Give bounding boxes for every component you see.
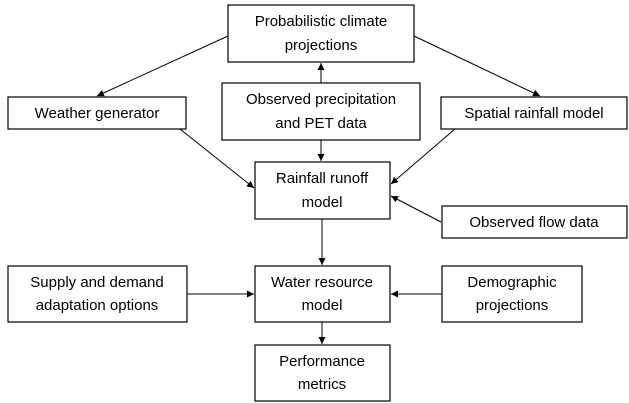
node-label: Spatial rainfall model [464,105,603,122]
arrow [390,195,442,223]
node: Spatial rainfall model [440,96,628,130]
node-label: Rainfall runoff [276,170,369,187]
node-label: projections [476,297,549,314]
node: Demographic projections [441,265,583,323]
node-label: Probabilistic climate [255,13,388,30]
arrow [413,35,541,97]
node: Observed flow data [441,205,628,239]
arrows [96,35,541,344]
node-label: Demographic [467,274,557,291]
node: Probabilistic climate projections [227,4,415,63]
node-label: Observed precipitation [246,91,396,108]
node-label: model [302,297,343,314]
node-label: Observed flow data [469,214,599,231]
node: Observed precipitation and PET data [221,82,421,141]
arrow [96,35,229,97]
node: Rainfall runoff model [254,161,391,220]
node-label: projections [285,37,358,54]
node: Performance metrics [254,344,391,402]
node-label: adaptation options [36,297,159,314]
node-label: and PET data [275,115,367,132]
node: Weather generator [7,96,187,130]
node-label: Performance [279,353,365,370]
node-label: metrics [298,376,346,393]
arrow [390,128,456,185]
node-label: Water resource [271,274,373,291]
node-label: Weather generator [35,105,160,122]
arrow [179,128,255,189]
node: Supply and demand adaptation options [7,265,188,323]
node-label: model [302,194,343,211]
node-label: Supply and demand [30,274,163,291]
node: Water resource model [254,265,391,323]
